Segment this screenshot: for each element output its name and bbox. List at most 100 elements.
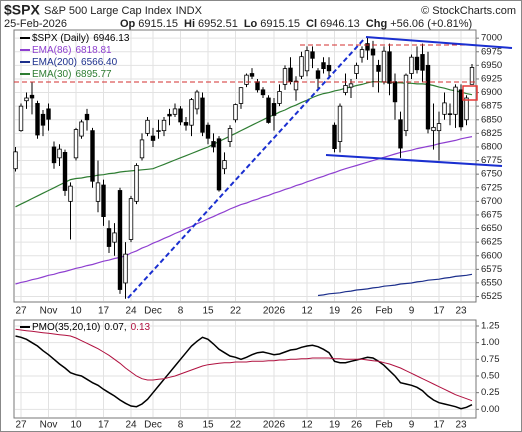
- legend-value: 0.13: [131, 322, 151, 333]
- candle-body: [436, 123, 442, 132]
- quote-label: Cl: [306, 18, 317, 30]
- candle-body: [112, 232, 117, 243]
- candle-body: [95, 182, 101, 202]
- candle-body: [40, 113, 46, 126]
- y-tick-label: 6625: [481, 237, 502, 248]
- candle-body: [398, 119, 403, 149]
- credit: © StockCharts.com: [421, 5, 516, 17]
- indicator-line: [15, 335, 473, 410]
- candle-body: [62, 151, 68, 191]
- quote-label: Hi: [184, 18, 195, 30]
- x-tick-label: 10: [70, 420, 82, 431]
- x-tick-label: 24: [125, 420, 137, 431]
- y-tick-label: 0.50: [481, 371, 500, 382]
- x-tick-label: 12: [301, 420, 313, 431]
- candle-body: [205, 124, 211, 139]
- y-tick-label: 6825: [481, 128, 502, 139]
- legend-name: EMA(86): [32, 45, 71, 56]
- x-tick-label: 26: [351, 306, 363, 317]
- candle-body: [282, 68, 288, 85]
- candle-body: [332, 124, 337, 149]
- x-tick-label: 17: [98, 306, 110, 317]
- candle-body: [414, 56, 420, 71]
- candle-body: [189, 99, 194, 126]
- candle-body: [469, 67, 475, 85]
- index-name: S&P 500 Large Cap Index INDX: [44, 5, 203, 17]
- indicator-line: [15, 328, 473, 402]
- legend-name: EMA(200): [32, 57, 77, 68]
- candle-body: [343, 85, 348, 93]
- candle-body: [68, 185, 73, 202]
- candle-body: [183, 122, 189, 126]
- highlight-box: [462, 85, 478, 101]
- candle-body: [145, 119, 150, 134]
- candle-body: [288, 67, 293, 83]
- candle-body: [299, 56, 304, 77]
- y-tick-label: 1.00: [481, 337, 500, 348]
- candle-body: [359, 49, 365, 58]
- x-tick-label: 17: [433, 420, 445, 431]
- x-tick-label: 12: [301, 306, 313, 317]
- y-tick-label: 6875: [481, 101, 502, 112]
- x-tick-label: Dec: [144, 306, 162, 317]
- x-tick-label: 2026: [263, 306, 286, 317]
- y-tick-label: 6900: [481, 87, 502, 98]
- x-tick-label: 17: [433, 306, 445, 317]
- x-tick-label: 15: [202, 306, 214, 317]
- legend-value: 6946.13: [93, 33, 130, 44]
- candle-body: [84, 113, 90, 121]
- candle-body: [326, 64, 332, 72]
- x-tick-label: 22: [230, 306, 242, 317]
- candle-body: [337, 105, 343, 142]
- candle-body: [46, 108, 51, 120]
- exchange: INDX: [176, 5, 203, 17]
- candle-body: [425, 64, 431, 130]
- candle-body: [249, 73, 255, 77]
- candle-body: [161, 119, 167, 132]
- y-tick-label: 0.75: [481, 354, 500, 365]
- x-tick-label: 19: [329, 306, 341, 317]
- candle-body: [128, 198, 134, 240]
- candle-body: [304, 50, 310, 72]
- legend-value: 6818.81: [75, 45, 112, 56]
- y-tick-label: 6675: [481, 209, 502, 220]
- channel-top: [365, 36, 513, 49]
- ema-line: [15, 136, 473, 285]
- quote-label: Chg: [366, 18, 387, 30]
- x-tick-label: 23: [455, 420, 467, 431]
- candle-body: [51, 146, 57, 164]
- y-tick-label: 6975: [481, 46, 502, 57]
- candle-body: [57, 148, 62, 159]
- candle-body: [238, 87, 244, 104]
- y-tick-label: 6600: [481, 250, 502, 261]
- legend-name: EMA(30): [32, 69, 71, 80]
- legend-entry: EMA(30) 6895.77: [32, 69, 112, 80]
- candle-body: [200, 97, 205, 133]
- legend-entry: $SPX (Daily) 6946.13: [32, 33, 130, 44]
- y-tick-label: 6650: [481, 223, 502, 234]
- x-tick-label: 8: [178, 306, 184, 317]
- y-tick-label: 6700: [481, 196, 502, 207]
- legend-name: $SPX (Daily): [32, 33, 89, 44]
- x-tick-label: Nov: [40, 420, 58, 431]
- plot: 6525 6550 6575 6600 6625 6650 6675 6700 6725 6750…: [13, 31, 502, 431]
- candle-body: [354, 64, 359, 74]
- candle-body: [392, 81, 398, 103]
- candle-body: [277, 91, 282, 104]
- y-tick-label: 6525: [481, 291, 502, 302]
- y-tick-label: 6725: [481, 182, 502, 193]
- quote-label: Lo: [244, 18, 258, 30]
- candle-body: [442, 102, 447, 115]
- ema-line: [317, 273, 473, 297]
- x-tick-label: 9: [409, 420, 415, 431]
- candle-body: [106, 228, 112, 247]
- candle-body: [178, 108, 183, 123]
- candle-body: [73, 129, 79, 159]
- candle-body: [321, 62, 326, 70]
- candle-body: [255, 81, 260, 91]
- x-tick-label: 26: [351, 420, 363, 431]
- quote-value: 6946.13: [320, 18, 360, 30]
- candle-body: [233, 104, 238, 121]
- candle-body: [101, 184, 106, 217]
- candle-body: [453, 86, 458, 115]
